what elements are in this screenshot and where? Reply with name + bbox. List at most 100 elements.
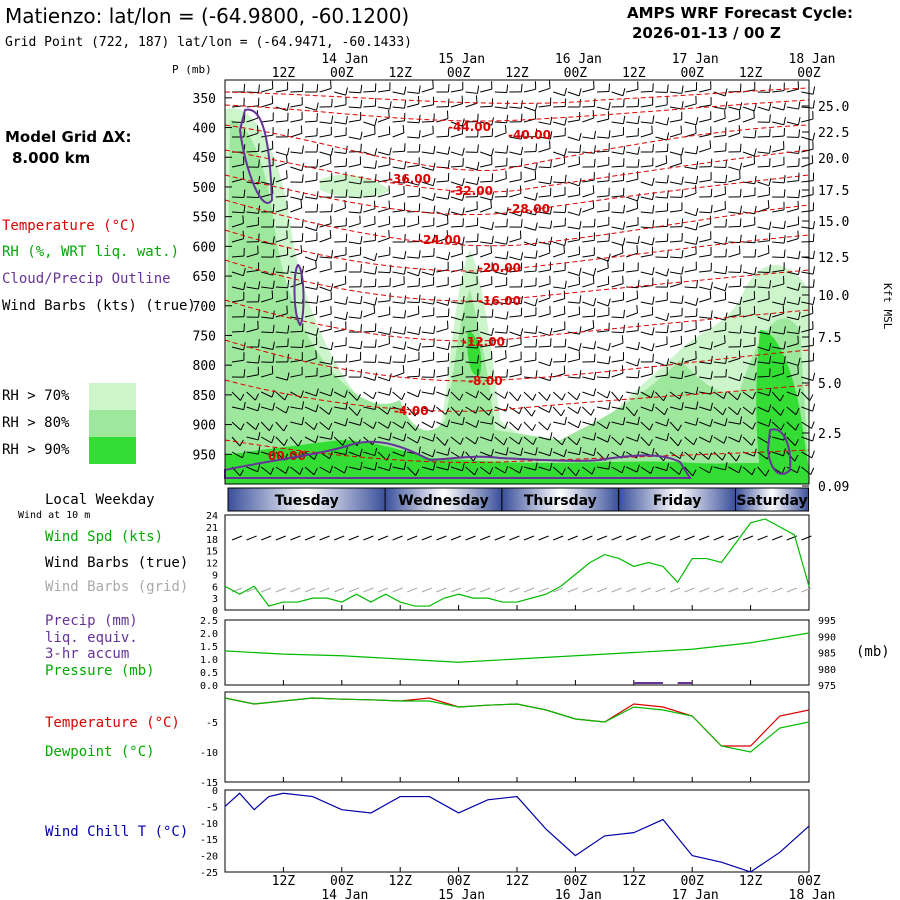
- wind-barb-shaft: [319, 361, 332, 365]
- wind-barb-flag: [331, 203, 333, 212]
- contour-label: -44.00: [448, 120, 491, 134]
- wind-barb-flag: [490, 245, 493, 254]
- wind-barb-shaft: [626, 361, 638, 367]
- wind-barb-shaft: [334, 316, 347, 321]
- wind-barb-flag: [769, 280, 772, 289]
- wind-barb-flag: [447, 447, 451, 456]
- wind-barb-shaft: [363, 301, 376, 306]
- wind-10m-label: Wind at 10 m: [18, 510, 90, 521]
- height-tick-label: 7.5: [818, 331, 841, 346]
- wind-barb-flag: [783, 249, 786, 258]
- wind-barb-shaft: [377, 89, 390, 93]
- wind-barb-shaft: [538, 269, 551, 273]
- wind-barb-flag: [666, 249, 669, 258]
- wind-barb-flag: [506, 84, 509, 93]
- wind-barb-flag: [578, 267, 582, 276]
- wind-barb-flag: [648, 439, 653, 446]
- wind-barb-flag: [462, 312, 465, 321]
- wind-barb-shaft: [421, 133, 434, 138]
- wind-barb-flag: [432, 462, 436, 471]
- wind-barb-shaft: [480, 105, 493, 108]
- surface-wind-barb: [596, 535, 608, 541]
- wind-barb-flag: [550, 220, 553, 229]
- wind-barb-shaft: [392, 372, 405, 378]
- wind-barb-shaft: [684, 301, 697, 306]
- wind-barb-shaft: [567, 436, 578, 446]
- wind-barb-flag: [550, 159, 552, 168]
- wind-barb-shaft: [699, 286, 711, 291]
- wind-barb-shaft: [567, 119, 580, 123]
- wind-barb-flag: [506, 114, 509, 123]
- wind-barb-shaft: [290, 271, 303, 275]
- wind-barb-shaft: [465, 240, 478, 243]
- wind-barb-flag: [506, 296, 509, 304]
- wind-barb-shaft: [699, 328, 711, 333]
- wind-barb-flag: [754, 372, 757, 381]
- wind-barb-flag: [769, 84, 771, 93]
- wind-barb-flag: [798, 250, 801, 259]
- wind-barb-flag: [767, 245, 770, 254]
- wind-barb-shaft: [640, 436, 650, 447]
- wind-barb-flag: [769, 114, 771, 123]
- wind-barb-shaft: [640, 466, 652, 474]
- wind-barb-shaft: [772, 135, 785, 138]
- wind-barb-flag: [579, 221, 582, 230]
- wind-barb-flag: [315, 435, 319, 443]
- wind-barb-flag: [535, 370, 538, 379]
- wind-barb-flag: [608, 130, 611, 139]
- wind-barb-shaft: [742, 106, 755, 112]
- wind-barb-shaft: [494, 357, 507, 363]
- wind-barb-flag: [403, 433, 407, 442]
- wind-barb-flag: [488, 393, 493, 401]
- wind-barb-flag: [531, 424, 537, 431]
- wind-barb-shaft: [290, 359, 303, 363]
- wind-barb-shaft: [465, 391, 477, 399]
- wind-barb-shaft: [582, 436, 595, 441]
- wind-barb-shaft: [801, 376, 814, 381]
- surface-wind-barb: [421, 535, 432, 541]
- wind-barb-shaft: [436, 466, 449, 471]
- wind-barb-flag: [330, 388, 334, 397]
- wind-barb-shaft: [669, 283, 682, 288]
- wind-barb-shaft: [552, 406, 562, 417]
- rh-swatch: [89, 410, 136, 437]
- wind-barb-shaft: [509, 451, 522, 456]
- wind-barb-shaft: [669, 209, 682, 213]
- wind-barb-flag: [564, 416, 567, 425]
- surface-wind-barb: [509, 535, 520, 541]
- wind-barb-flag: [637, 98, 640, 107]
- wind-barb-shaft: [772, 372, 784, 378]
- contour-label: -8.00: [468, 374, 503, 388]
- wind-barb-flag: [783, 102, 786, 111]
- figure-title: Matienzo: lat/lon = (-64.9800, -60.1200): [5, 4, 409, 28]
- wind-barb-shaft: [523, 466, 536, 471]
- wind-barb-shaft: [494, 121, 507, 124]
- wind-barb-flag: [710, 188, 713, 197]
- wind-barb-shaft: [261, 451, 273, 456]
- wind-barb-shaft: [465, 253, 478, 258]
- wind-barb-shaft: [392, 193, 405, 198]
- wind-barb-flag: [345, 233, 348, 242]
- wind-barb-flag: [652, 115, 655, 124]
- wind-barb-flag: [724, 312, 728, 321]
- wind-barb-shaft: [436, 196, 449, 200]
- wind-barb-flag: [651, 448, 655, 456]
- hour-tick-label: 12Z: [739, 66, 763, 81]
- wind-barb-shaft: [684, 121, 697, 126]
- wind-barb-flag: [345, 189, 348, 198]
- wind-barb-shaft: [304, 391, 317, 397]
- wind-barb-shaft: [655, 136, 668, 141]
- wind-barb-flag: [258, 309, 260, 318]
- grid-wind-barb: [319, 587, 330, 593]
- wind-barb-flag: [313, 422, 318, 430]
- wind-barb-flag: [578, 207, 582, 216]
- wind-barb-shaft: [304, 120, 318, 123]
- wind-barb-flag: [345, 296, 348, 305]
- wind-barb-flag: [287, 219, 290, 228]
- weekday-bar: Tuesday Wednesday Thursday Friday Saturday: [227, 487, 809, 512]
- wind-barb-flag: [681, 147, 684, 156]
- wind-barb-flag: [301, 163, 305, 171]
- wind-barb-shaft: [786, 361, 799, 366]
